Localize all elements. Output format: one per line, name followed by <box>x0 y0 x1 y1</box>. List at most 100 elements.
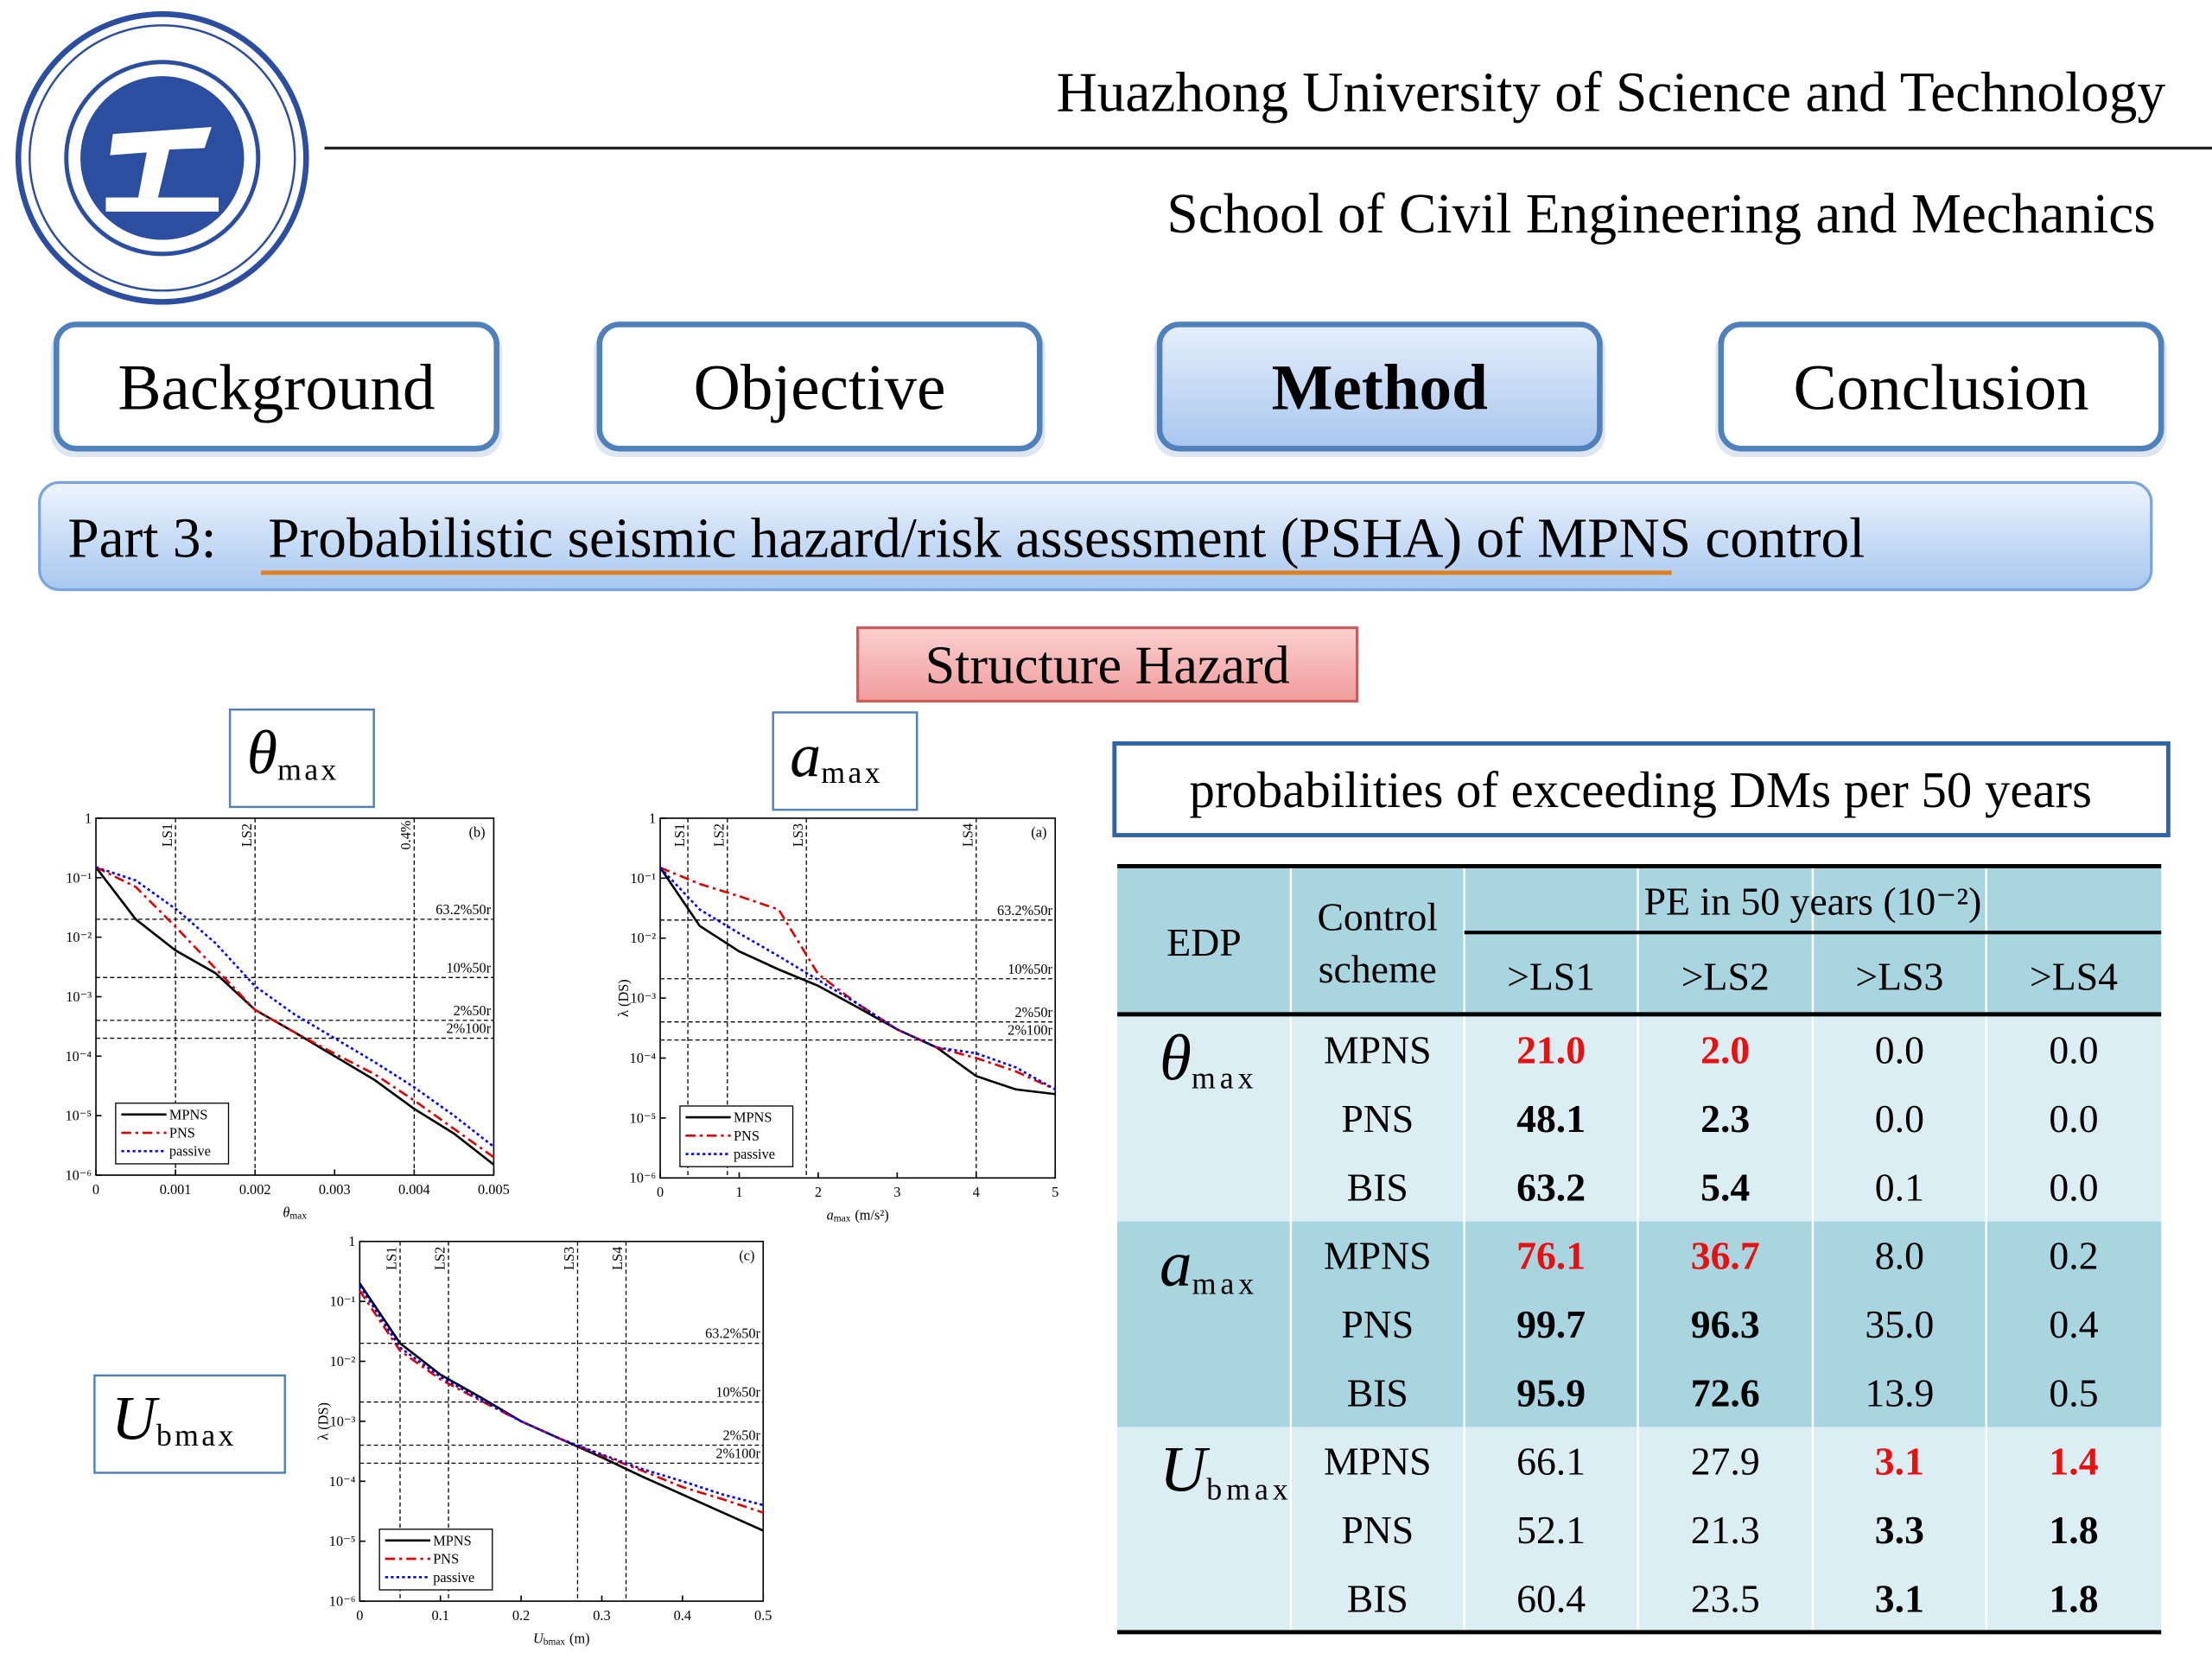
table-cell: 8.0 <box>1875 1234 1924 1278</box>
x-tick-label: 2 <box>815 1184 822 1200</box>
nav-button[interactable]: Conclusion <box>1715 321 2167 457</box>
y-tick-label: 1 <box>85 810 92 826</box>
legend-label: passive <box>734 1146 775 1162</box>
x-tick-label: 0.005 <box>478 1181 510 1198</box>
x-tick-label: 0 <box>356 1607 363 1624</box>
table-cell: 0.0 <box>2049 1028 2098 1072</box>
x-tick-label: 0.003 <box>319 1181 351 1198</box>
x-tick-label: 0.5 <box>754 1607 772 1624</box>
table-cell: 0.0 <box>2049 1096 2098 1141</box>
hazard-level-label: 2%50r <box>722 1427 760 1444</box>
edp-symbol-main: a <box>1160 1228 1192 1300</box>
table-cell: 13.9 <box>1865 1370 1934 1414</box>
table-scheme: PNS <box>1341 1508 1414 1552</box>
table-group-bg <box>1117 1221 2162 1427</box>
part-label: Part 3: <box>67 508 216 570</box>
limit-state-label: LS2 <box>710 823 727 847</box>
chart-title-box <box>93 1374 287 1474</box>
limit-state-label: 0.4% <box>397 820 414 849</box>
table-cell: 66.1 <box>1516 1440 1586 1484</box>
table-cell: 95.9 <box>1516 1370 1586 1414</box>
nav-button[interactable]: Objective <box>594 321 1046 457</box>
y-tick-label: 10⁻¹ <box>330 1294 356 1310</box>
y-tick-label: 10⁻¹ <box>66 869 92 886</box>
y-tick-label: 1 <box>348 1233 355 1249</box>
edp-symbol-sub: max <box>1192 1060 1258 1095</box>
x-axis-label-symbol: a <box>827 1206 834 1223</box>
table-header-scheme: scheme <box>1319 947 1437 991</box>
edp-symbol-sub: max <box>1192 1266 1259 1300</box>
limit-state-label: LS3 <box>561 1247 577 1270</box>
table-cell: 1.8 <box>2049 1576 2098 1620</box>
panel-label: (b) <box>469 824 486 841</box>
table-scheme: MPNS <box>1324 1234 1431 1278</box>
nav-button[interactable]: Background <box>50 321 503 457</box>
y-tick-label: 10⁻⁴ <box>65 1048 92 1065</box>
y-tick-label: 10⁻² <box>66 929 92 945</box>
legend-label: PNS <box>169 1125 195 1141</box>
table-scheme: MPNS <box>1324 1028 1431 1072</box>
table-cell: 60.4 <box>1516 1576 1586 1620</box>
x-tick-label: 0.001 <box>160 1181 192 1198</box>
table-cell: 63.2 <box>1516 1165 1586 1209</box>
table-cell: 27.9 <box>1691 1440 1760 1484</box>
chart-title-sub: bmax <box>156 1418 237 1452</box>
y-tick-label: 10⁻⁴ <box>329 1473 356 1490</box>
table-cell: 21.3 <box>1691 1508 1760 1552</box>
x-axis-label-unit: (m) <box>569 1630 590 1646</box>
table-cell: 1.4 <box>2049 1440 2098 1484</box>
limit-state-label: LS3 <box>790 823 806 847</box>
chart: Ubmax 0 0.1 0.2 0.3 0.4 0.5 10⁻⁶ 10⁻⁵ 10⁻⁴ 10⁻³ 10⁻… <box>93 1233 772 1647</box>
x-tick-label: 0.1 <box>432 1607 449 1624</box>
table-caption-box <box>1112 741 2171 837</box>
nav-button-label: Objective <box>694 352 946 423</box>
hazard-level-label: 10%50r <box>1007 961 1052 977</box>
table-scheme: PNS <box>1341 1096 1414 1141</box>
series-line <box>659 867 1056 1096</box>
y-tick-label: 10⁻⁶ <box>329 1593 356 1610</box>
table-cell: 3.1 <box>1875 1440 1924 1484</box>
y-tick-label: 10⁻⁶ <box>630 1170 657 1186</box>
table-scheme: BIS <box>1347 1576 1408 1620</box>
table-scheme: BIS <box>1347 1370 1408 1414</box>
chart-title-sub: max <box>277 753 340 787</box>
x-axis-label-symbol: U <box>533 1630 544 1646</box>
y-tick-label: 10⁻⁵ <box>65 1108 92 1124</box>
y-tick-label: 10⁻² <box>330 1353 356 1370</box>
limit-state-label: LS4 <box>960 823 976 847</box>
x-tick-label: 0.004 <box>398 1181 430 1198</box>
chart-title-sub: max <box>821 755 883 790</box>
nav-button-label: Conclusion <box>1793 352 2088 423</box>
chart-title: Ubmax <box>111 1384 237 1453</box>
legend-label: passive <box>433 1569 474 1586</box>
x-tick-label: 0 <box>657 1184 664 1200</box>
series-line <box>95 866 495 1148</box>
nav-button[interactable]: Method <box>1154 321 1605 457</box>
table-cell: 23.5 <box>1691 1576 1760 1620</box>
part-bar <box>38 480 2153 592</box>
legend-box <box>378 1529 493 1591</box>
table-header-bg <box>1117 866 2162 1014</box>
x-tick-label: 4 <box>973 1184 980 1200</box>
nav-button-box <box>54 321 499 452</box>
chart-title: amax <box>790 721 883 790</box>
x-tick-label: 0.002 <box>239 1181 271 1198</box>
nav-button-label: Background <box>118 352 435 423</box>
legend-label: passive <box>169 1143 211 1160</box>
table-header-column: >LS3 <box>1855 954 1943 998</box>
table-header-scheme: Control <box>1317 895 1438 939</box>
chart-title-symbol: θ <box>247 718 277 787</box>
table-cell: 36.7 <box>1691 1234 1760 1278</box>
table-cell: 21.0 <box>1516 1028 1586 1072</box>
table-cell: 3.1 <box>1875 1576 1924 1620</box>
y-tick-label: 10⁻³ <box>330 1413 356 1429</box>
table-header-column: >LS2 <box>1681 954 1770 998</box>
hazard-level-label: 63.2%50r <box>705 1325 760 1342</box>
y-tick-label: 10⁻⁵ <box>329 1533 356 1549</box>
legend-label: PNS <box>433 1551 459 1567</box>
panel-label: (a) <box>1031 824 1046 841</box>
x-axis-label: Ubmax (m) <box>533 1630 590 1647</box>
